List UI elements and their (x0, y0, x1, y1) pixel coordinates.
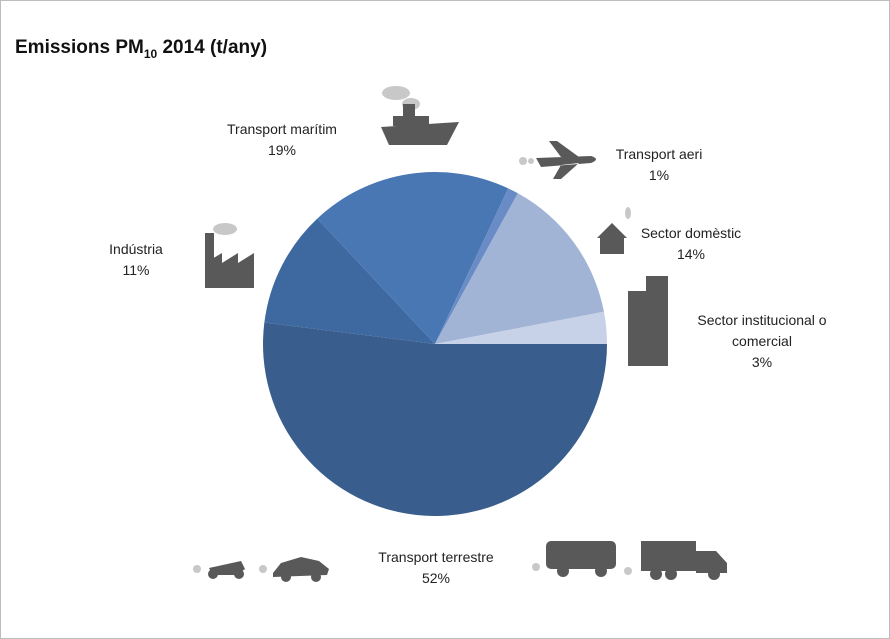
slice (317, 172, 509, 344)
slice-label: Transport terrestre (378, 549, 494, 565)
title-subscript: 10 (143, 46, 158, 61)
building-icon (628, 276, 668, 366)
plane-icon (519, 141, 596, 179)
slice-label: 1% (648, 167, 670, 183)
slice-label: Transport marítim (227, 121, 337, 137)
vehicle-icons (193, 541, 727, 582)
slice (435, 193, 604, 344)
title-main: Emissions PM (15, 37, 144, 58)
slice-label: 11% (122, 262, 150, 278)
slice-label: 14% (676, 246, 706, 262)
house-icon (597, 207, 631, 254)
ship-icon (381, 86, 459, 145)
slice-label: 19% (267, 142, 297, 158)
slice-label: Indústria (109, 241, 163, 257)
title-suffix: 2014 (t/any) (162, 37, 268, 58)
slice-label: Sector domèstic (640, 225, 742, 241)
slice (435, 311, 607, 344)
slice (263, 322, 607, 516)
slice-label: 52% (421, 570, 451, 586)
chart-title: Emissions PM10 2014 (t/any) (15, 37, 267, 61)
slice-label: Transport aeri (615, 146, 703, 162)
slice-label: 3% (751, 354, 773, 370)
slice (264, 218, 435, 344)
slice-label: Sector institucional o comercial (697, 312, 827, 349)
factory-icon (205, 223, 254, 288)
slice (435, 188, 518, 344)
